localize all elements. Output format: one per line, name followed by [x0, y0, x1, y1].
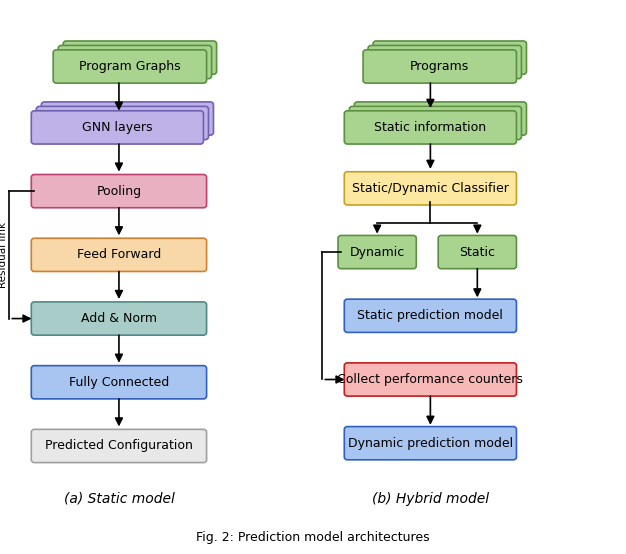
FancyBboxPatch shape — [338, 235, 416, 269]
FancyBboxPatch shape — [349, 106, 521, 140]
Text: Static/Dynamic Classifier: Static/Dynamic Classifier — [352, 182, 509, 195]
FancyBboxPatch shape — [58, 45, 212, 79]
FancyBboxPatch shape — [344, 427, 516, 460]
Text: Collect performance counters: Collect performance counters — [337, 373, 523, 386]
Text: Fig. 2: Prediction model architectures: Fig. 2: Prediction model architectures — [196, 531, 430, 544]
FancyBboxPatch shape — [354, 102, 526, 135]
Text: Programs: Programs — [410, 60, 470, 73]
FancyBboxPatch shape — [31, 175, 207, 208]
FancyBboxPatch shape — [31, 238, 207, 271]
FancyBboxPatch shape — [344, 172, 516, 205]
Text: (a) Static model: (a) Static model — [63, 491, 175, 506]
FancyBboxPatch shape — [31, 111, 203, 144]
Text: Feed Forward: Feed Forward — [77, 248, 161, 261]
FancyBboxPatch shape — [31, 366, 207, 399]
FancyBboxPatch shape — [41, 102, 213, 135]
Text: Predicted Configuration: Predicted Configuration — [45, 439, 193, 453]
Text: Static information: Static information — [374, 121, 486, 134]
FancyBboxPatch shape — [368, 45, 521, 79]
FancyBboxPatch shape — [344, 299, 516, 332]
FancyBboxPatch shape — [31, 302, 207, 335]
FancyBboxPatch shape — [53, 50, 207, 83]
FancyBboxPatch shape — [31, 429, 207, 463]
Text: Fully Connected: Fully Connected — [69, 376, 169, 389]
Text: Static prediction model: Static prediction model — [357, 309, 503, 322]
Text: Static: Static — [459, 245, 495, 259]
Text: Add & Norm: Add & Norm — [81, 312, 157, 325]
Text: Pooling: Pooling — [96, 184, 141, 198]
Text: Dynamic prediction model: Dynamic prediction model — [348, 437, 513, 450]
FancyBboxPatch shape — [344, 363, 516, 396]
FancyBboxPatch shape — [373, 41, 526, 74]
Text: GNN layers: GNN layers — [82, 121, 153, 134]
FancyBboxPatch shape — [438, 235, 516, 269]
FancyBboxPatch shape — [36, 106, 208, 140]
Text: Residual link: Residual link — [0, 222, 8, 288]
FancyBboxPatch shape — [363, 50, 516, 83]
Text: Dynamic: Dynamic — [349, 245, 405, 259]
Text: (b) Hybrid model: (b) Hybrid model — [372, 491, 490, 506]
Text: Program Graphs: Program Graphs — [79, 60, 181, 73]
FancyBboxPatch shape — [63, 41, 217, 74]
FancyBboxPatch shape — [344, 111, 516, 144]
